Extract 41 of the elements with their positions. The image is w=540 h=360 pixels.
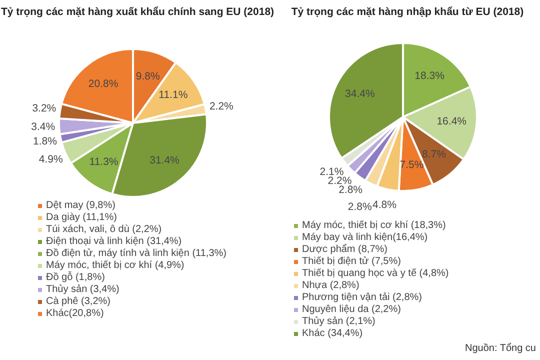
legend-label: Phương tiện vận tải (2,8%): [302, 292, 422, 304]
legend-label: Điện thoại và linh kiện (31,4%): [46, 236, 182, 248]
data-label: 1.8%: [32, 136, 57, 148]
data-label: 9.8%: [136, 70, 160, 82]
data-label: 2.1%: [320, 166, 344, 178]
data-label: 18.3%: [414, 70, 444, 82]
legend-label: Túi xách, vali, ô dù (2,2%): [46, 224, 162, 236]
legend-label: Đồ gỗ (1,8%): [46, 272, 105, 284]
chart-title: Tỷ trọng các mặt hàng xuất khẩu chính sang EU (2018): [0, 6, 275, 18]
legend-label: Thủy sản (2,1%): [302, 316, 376, 328]
data-label: 34.4%: [345, 88, 375, 100]
data-label: 11.3%: [89, 156, 118, 168]
data-label: 4.9%: [38, 154, 63, 166]
legend-label: Máy bay và linh kiện(16,4%): [302, 232, 428, 244]
legend-label: Nguyên liệu da (2,2%): [302, 304, 401, 316]
data-label: 4.8%: [372, 199, 396, 212]
legend-label: Máy móc, thiết bị cơ khí (18,3%): [302, 220, 446, 232]
data-label: 2.2%: [209, 100, 234, 112]
data-label: 2.8%: [338, 184, 363, 196]
text: Nguồn: Tổng cu: [465, 343, 536, 354]
data-label: 3.2%: [32, 102, 56, 114]
chart-title: Tỷ trọng các mặt hàng nhập khẩu từ EU (2018): [291, 6, 524, 18]
legend-label: Thủy sản (3,4%): [46, 284, 120, 296]
legend-label: Nhựa (2,8%): [302, 280, 360, 292]
legend-label: Da giày (11,1%): [46, 212, 117, 224]
data-label: 31.4%: [150, 154, 180, 166]
legend-label: Khác (34,4%): [302, 328, 363, 340]
legend-label: Máy móc, thiết bị cơ khí (4,9%): [46, 260, 184, 271]
legend-label: Dệt may (9,8%): [46, 200, 116, 212]
legend-label: Dược phẩm (8,7%): [302, 244, 388, 256]
data-label: 8.7%: [422, 148, 446, 161]
legend-label: Thiết bị quang học và y tế (4,8%): [302, 268, 449, 280]
data-label: 11.1%: [158, 89, 188, 102]
data-label: 3.4%: [31, 121, 56, 134]
legend-label: Khác(20,8%): [46, 308, 104, 320]
data-label: 16.4%: [436, 116, 467, 128]
data-label: 2.8%: [348, 201, 372, 214]
data-label: 20.8%: [88, 78, 118, 90]
legend-label: Cà phê (3,2%): [46, 296, 110, 308]
legend-label: Đồ điện tử, máy tính và linh kiện (11,3%): [46, 248, 226, 260]
legend-label: Thiết bị điện tử (7,5%): [302, 256, 401, 268]
